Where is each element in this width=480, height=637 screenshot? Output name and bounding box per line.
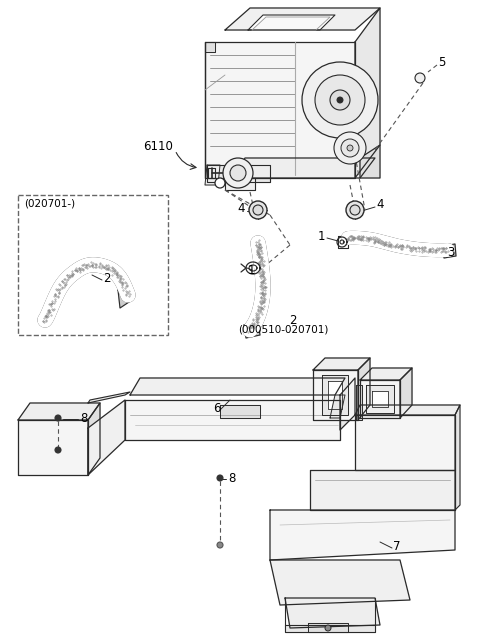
Circle shape	[415, 73, 425, 83]
Polygon shape	[205, 42, 355, 178]
Polygon shape	[225, 8, 380, 30]
Polygon shape	[225, 178, 255, 190]
Text: 8: 8	[228, 471, 235, 485]
Polygon shape	[285, 625, 375, 632]
Circle shape	[337, 97, 343, 103]
Polygon shape	[118, 285, 132, 308]
Polygon shape	[313, 370, 358, 420]
Circle shape	[330, 90, 350, 110]
Circle shape	[341, 139, 359, 157]
Circle shape	[346, 201, 364, 219]
Text: 3: 3	[447, 245, 455, 259]
Circle shape	[302, 62, 378, 138]
Circle shape	[230, 165, 246, 181]
Polygon shape	[360, 145, 380, 178]
Polygon shape	[366, 385, 394, 413]
Polygon shape	[455, 405, 460, 510]
Polygon shape	[205, 42, 215, 52]
Polygon shape	[270, 510, 455, 560]
Polygon shape	[355, 405, 460, 415]
Polygon shape	[208, 168, 215, 178]
Polygon shape	[372, 391, 388, 407]
Polygon shape	[356, 385, 362, 420]
Text: 4: 4	[237, 203, 244, 215]
Circle shape	[55, 447, 61, 453]
Polygon shape	[360, 368, 412, 380]
Polygon shape	[443, 244, 456, 258]
Polygon shape	[88, 400, 125, 475]
Circle shape	[217, 542, 223, 548]
Text: 6: 6	[213, 401, 220, 415]
Polygon shape	[313, 358, 370, 370]
Polygon shape	[88, 403, 100, 475]
Bar	[18, 195, 168, 335]
Polygon shape	[220, 405, 260, 418]
Circle shape	[249, 201, 267, 219]
Polygon shape	[355, 415, 455, 470]
Polygon shape	[308, 623, 348, 632]
Text: 1: 1	[248, 264, 255, 276]
Polygon shape	[310, 470, 455, 510]
Polygon shape	[244, 322, 260, 338]
Circle shape	[217, 475, 223, 481]
Text: 6110: 6110	[143, 141, 173, 154]
Polygon shape	[340, 378, 355, 430]
Text: 2: 2	[289, 313, 297, 327]
Polygon shape	[207, 165, 270, 182]
Polygon shape	[330, 395, 345, 418]
Circle shape	[315, 75, 365, 125]
Polygon shape	[270, 560, 410, 605]
Circle shape	[253, 205, 263, 215]
Polygon shape	[130, 378, 345, 395]
Polygon shape	[248, 15, 335, 30]
Text: (020701-): (020701-)	[24, 198, 75, 208]
Polygon shape	[355, 8, 380, 178]
Polygon shape	[322, 375, 348, 415]
Polygon shape	[125, 400, 340, 440]
Polygon shape	[88, 392, 130, 403]
Text: 4: 4	[376, 199, 384, 211]
Circle shape	[347, 145, 353, 151]
Text: 1: 1	[318, 231, 325, 243]
Polygon shape	[18, 420, 88, 475]
Circle shape	[350, 205, 360, 215]
Polygon shape	[358, 358, 370, 420]
Polygon shape	[205, 165, 220, 185]
Polygon shape	[328, 381, 342, 409]
Text: 8: 8	[80, 412, 87, 424]
Text: 2: 2	[103, 271, 110, 285]
Polygon shape	[400, 368, 412, 418]
Text: 5: 5	[438, 55, 445, 69]
Circle shape	[325, 625, 331, 631]
Circle shape	[334, 132, 366, 164]
Circle shape	[55, 415, 61, 421]
Circle shape	[215, 178, 225, 188]
Polygon shape	[360, 380, 400, 418]
Circle shape	[223, 158, 253, 188]
Polygon shape	[252, 17, 330, 30]
Polygon shape	[285, 598, 380, 628]
Polygon shape	[18, 403, 100, 420]
Text: (000510-020701): (000510-020701)	[238, 325, 328, 335]
Polygon shape	[230, 158, 375, 178]
Text: 7: 7	[393, 541, 400, 554]
